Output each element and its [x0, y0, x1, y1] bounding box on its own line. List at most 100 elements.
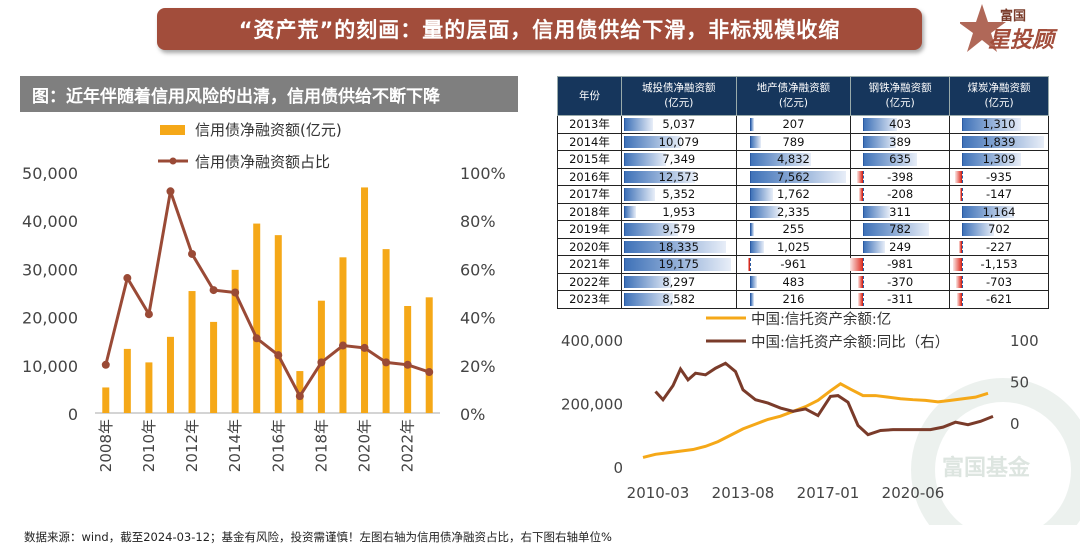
- table-row: 2016年 12,573 7,562 -398 -935: [557, 167, 1049, 186]
- positive-bar: [624, 118, 654, 131]
- value-cell: -621: [949, 290, 1049, 309]
- cell-value: -398: [887, 169, 914, 184]
- bar-2021年: [382, 249, 390, 413]
- cell-value: -208: [887, 187, 914, 202]
- share-point-2009年: [123, 274, 132, 283]
- value-cell: 702: [949, 220, 1049, 239]
- share-point-2008年: [101, 360, 110, 369]
- value-cell: -370: [850, 272, 951, 291]
- cell-value: 635: [889, 152, 912, 167]
- share-point-2022年: [403, 360, 412, 369]
- value-cell: 1,310: [949, 115, 1049, 134]
- cell-value: -703: [985, 274, 1013, 289]
- year-cell: 2023年: [557, 290, 622, 309]
- value-cell: 1,762: [735, 185, 852, 204]
- bar-2017年: [296, 371, 304, 413]
- value-cell: 12,573: [621, 167, 737, 186]
- cell-value: 1,762: [776, 187, 810, 202]
- cell-value: -961: [780, 257, 807, 272]
- year-cell: 2015年: [557, 150, 622, 169]
- table-header-cell: 钢铁净融资额 (亿元): [850, 76, 951, 116]
- y-left-tick: 10,000: [22, 357, 78, 376]
- cell-value: 5,352: [662, 187, 696, 202]
- value-cell: -981: [850, 255, 951, 274]
- bar-2014年: [231, 269, 239, 413]
- negative-bar: [956, 275, 962, 288]
- legend-bar-label: 信用债净融资额(亿元): [195, 121, 342, 139]
- zero-axis: [862, 275, 864, 288]
- table-row: 2017年 5,352 1,762 -208 -147: [557, 185, 1049, 204]
- cell-value: 7,349: [662, 152, 696, 167]
- cell-value: -935: [985, 169, 1013, 184]
- zero-axis: [862, 118, 864, 131]
- bar-2011年: [166, 336, 174, 413]
- zero-axis: [961, 153, 963, 166]
- value-cell: -1,153: [949, 255, 1049, 274]
- value-cell: 1,164: [949, 202, 1049, 221]
- logo-star-icon: [960, 4, 1006, 52]
- cell-value: 8,582: [662, 292, 696, 307]
- zero-axis: [750, 223, 752, 236]
- negative-bar: [956, 293, 962, 306]
- cell-value: 8,297: [662, 274, 696, 289]
- value-cell: 1,025: [735, 237, 852, 256]
- zero-axis: [624, 205, 626, 218]
- zero-axis: [750, 118, 752, 131]
- year-cell: 2013年: [557, 115, 622, 134]
- year-cell: 2016年: [557, 167, 622, 186]
- zero-axis: [624, 275, 626, 288]
- share-point-2019年: [338, 341, 347, 350]
- y-left-tick: 30,000: [22, 260, 78, 279]
- table-row: 2018年 1,953 2,335 311 1,164: [557, 202, 1049, 221]
- cell-value: 12,573: [658, 169, 699, 184]
- positive-bar: [862, 240, 885, 253]
- value-cell: -311: [850, 290, 951, 309]
- cell-value: 1,839: [982, 134, 1016, 149]
- x-tick: 2018年: [312, 419, 330, 472]
- zero-axis: [750, 275, 752, 288]
- page-title: “资产荒”的刻画：量的层面，信用债供给下滑，非标规模收缩: [157, 8, 922, 50]
- zero-axis: [961, 258, 963, 271]
- decor-ring: [911, 378, 1080, 525]
- negative-bar: [959, 240, 962, 253]
- value-cell: 9,579: [621, 220, 737, 239]
- value-cell: 5,352: [621, 185, 737, 204]
- x-tick: 2016年: [269, 419, 287, 472]
- zero-axis: [624, 223, 626, 236]
- zero-axis: [624, 118, 626, 131]
- trust-yoy-line: [654, 361, 994, 437]
- zero-axis: [961, 205, 963, 218]
- positive-bar: [624, 205, 637, 218]
- cell-value: 9,579: [662, 222, 696, 237]
- y-left-tick: 50,000: [22, 164, 78, 183]
- credit-bond-financing-chart: 信用债净融资额(亿元) 信用债净融资额占比 50,000 40,000 30,000 20…: [22, 121, 506, 472]
- value-cell: 1,953: [621, 202, 737, 221]
- value-cell: 403: [850, 115, 951, 134]
- value-cell: 7,349: [621, 150, 737, 169]
- value-cell: -961: [735, 255, 852, 274]
- value-cell: -147: [949, 185, 1049, 204]
- value-cell: 7,562: [735, 167, 852, 186]
- table-header-cell: 煤炭净融资额 (亿元): [949, 76, 1049, 116]
- cell-value: 483: [782, 274, 805, 289]
- value-cell: 10,079: [621, 132, 737, 151]
- bar-2019年: [339, 257, 347, 413]
- x-tick: 2020年: [356, 419, 374, 472]
- zero-axis: [750, 205, 752, 218]
- cell-value: 1,025: [776, 239, 810, 254]
- share-point-2023年: [425, 368, 434, 377]
- zero-axis: [624, 170, 626, 183]
- y-left-tick: 400,000: [561, 332, 623, 350]
- negative-bar: [857, 275, 863, 288]
- y-left-tick: 0: [613, 459, 623, 477]
- positive-bar: [750, 205, 781, 218]
- value-cell: 2,335: [735, 202, 852, 221]
- footer-note: 数据来源：wind，截至2024-03-12；基金有风险，投资需谨慎！左图右轴为…: [24, 530, 612, 544]
- zero-axis: [961, 135, 963, 148]
- share-point-2020年: [360, 343, 369, 352]
- logo: 富国 星投顾: [960, 4, 1058, 53]
- negative-bar: [858, 293, 863, 306]
- zero-axis: [862, 170, 864, 183]
- cell-value: 7,562: [776, 169, 810, 184]
- value-cell: 789: [735, 132, 852, 151]
